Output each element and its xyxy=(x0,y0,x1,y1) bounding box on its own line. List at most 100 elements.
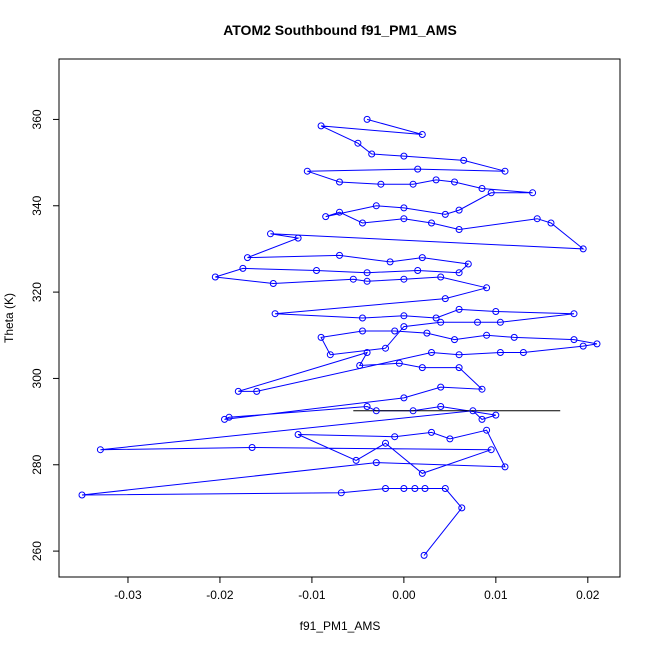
data-point xyxy=(455,226,463,233)
data-point xyxy=(418,254,426,262)
data-point xyxy=(244,254,251,262)
data-point xyxy=(382,439,389,447)
data-point xyxy=(458,504,466,512)
x-tick-label: 0.01 xyxy=(484,588,508,602)
data-point xyxy=(294,431,302,438)
data-point xyxy=(400,275,408,283)
data-point xyxy=(96,446,104,454)
data-point xyxy=(570,310,578,318)
data-point xyxy=(248,444,256,451)
data-point xyxy=(455,364,463,372)
data-point xyxy=(294,234,302,242)
data-point xyxy=(474,318,481,326)
plot-frame xyxy=(58,58,621,578)
series-line xyxy=(81,118,598,556)
data-point xyxy=(400,312,408,320)
data-point xyxy=(78,491,86,499)
data-point xyxy=(400,152,408,160)
data-point xyxy=(593,340,601,348)
data-point xyxy=(377,180,385,188)
data-point xyxy=(391,327,399,335)
y-tick-label: 320 xyxy=(30,282,44,302)
data-point xyxy=(336,251,343,259)
plot-area xyxy=(78,115,601,559)
data-point xyxy=(423,329,431,337)
data-point xyxy=(469,407,477,415)
data-point xyxy=(478,385,486,393)
data-point xyxy=(496,318,504,326)
y-tick-label: 300 xyxy=(30,368,44,388)
data-point xyxy=(386,258,394,266)
data-point xyxy=(478,185,486,192)
data-point xyxy=(455,269,463,277)
x-axis: -0.03 -0.02 -0.01 0.00 0.01 0.02 xyxy=(114,577,600,602)
data-point xyxy=(464,260,472,268)
data-point xyxy=(359,314,366,322)
data-point xyxy=(441,210,449,218)
data-point xyxy=(487,189,495,197)
data-point xyxy=(483,284,491,292)
data-point xyxy=(478,415,486,423)
data-point xyxy=(400,215,408,223)
data-point xyxy=(510,333,518,341)
data-point xyxy=(382,485,389,492)
data-point xyxy=(501,463,509,471)
data-point xyxy=(492,308,500,315)
data-point xyxy=(349,275,357,283)
data-point xyxy=(428,428,435,436)
x-tick-label: -0.01 xyxy=(298,588,326,602)
x-axis-label: f91_PM1_AMS xyxy=(300,619,381,633)
data-point xyxy=(395,359,403,367)
data-point xyxy=(382,344,389,352)
data-point xyxy=(336,208,343,216)
data-point xyxy=(418,131,426,138)
data-point xyxy=(317,333,325,341)
data-point xyxy=(313,267,320,274)
data-point xyxy=(441,295,449,303)
data-point xyxy=(501,167,509,175)
data-point xyxy=(400,204,408,212)
data-point xyxy=(487,446,495,454)
data-point xyxy=(363,349,371,356)
y-tick-label: 340 xyxy=(30,195,44,215)
data-point xyxy=(421,485,429,492)
data-point xyxy=(322,213,330,221)
data-point xyxy=(451,336,458,344)
data-point xyxy=(391,433,399,441)
data-point xyxy=(409,407,417,415)
data-point xyxy=(420,551,428,559)
data-point xyxy=(400,485,408,492)
data-point xyxy=(428,219,435,227)
data-point xyxy=(492,411,500,419)
y-tick-label: 260 xyxy=(30,541,44,561)
data-point xyxy=(519,349,527,356)
data-point xyxy=(326,351,334,359)
data-point xyxy=(363,403,371,410)
data-point xyxy=(432,176,440,184)
data-point xyxy=(455,351,463,359)
y-tick-label: 280 xyxy=(30,454,44,474)
data-point xyxy=(547,219,555,227)
data-point xyxy=(496,349,504,356)
data-point xyxy=(372,202,380,210)
data-point xyxy=(432,314,440,322)
data-point xyxy=(529,189,537,197)
data-point xyxy=(352,456,360,464)
data-point xyxy=(363,115,371,123)
data-point xyxy=(455,206,463,214)
data-point xyxy=(533,215,541,223)
data-point xyxy=(437,318,445,326)
data-point xyxy=(337,489,345,497)
data-point xyxy=(354,139,362,147)
data-point xyxy=(437,403,445,410)
data-point xyxy=(336,178,343,186)
data-point xyxy=(267,230,274,238)
data-point xyxy=(483,426,491,434)
data-point xyxy=(372,407,380,415)
x-tick-label: 0.00 xyxy=(392,588,416,602)
data-point xyxy=(409,180,417,188)
data-point xyxy=(368,150,376,158)
data-point xyxy=(359,219,366,227)
data-point xyxy=(579,245,587,253)
data-point xyxy=(579,342,587,350)
